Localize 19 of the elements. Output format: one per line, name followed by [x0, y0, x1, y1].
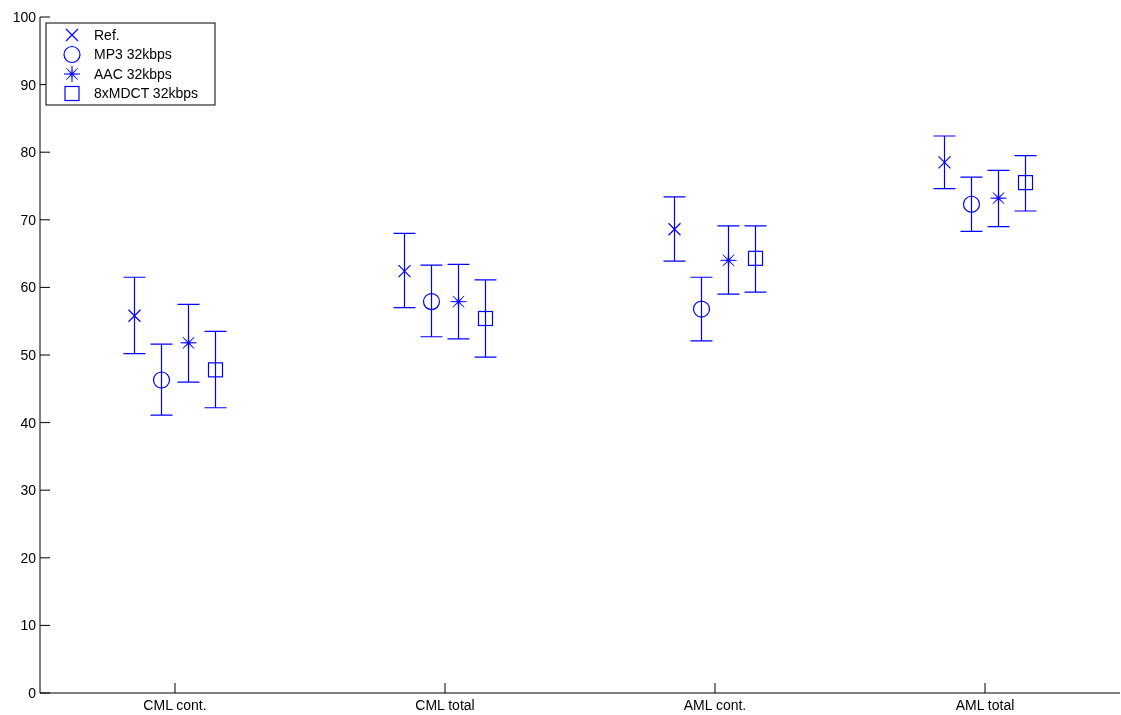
y-tick-label: 50 [20, 346, 37, 363]
legend-label: AAC 32kbps [94, 65, 172, 82]
y-tick-label: 90 [20, 76, 37, 93]
x-tick-label: AML cont. [683, 697, 747, 713]
y-tick-label: 70 [20, 211, 37, 228]
y-tick-label: 60 [20, 279, 37, 296]
y-tick-label: 20 [20, 549, 37, 566]
y-tick-label: 40 [20, 414, 37, 431]
y-tick-label: 0 [28, 684, 37, 701]
x-tick-label: CML cont. [143, 697, 207, 713]
y-tick-label: 30 [20, 482, 37, 499]
y-tick-label: 10 [20, 617, 37, 634]
y-tick-label: 100 [12, 8, 37, 25]
y-tick-label: 80 [20, 144, 37, 161]
x-tick-label: CML total [415, 697, 475, 713]
legend-label: MP3 32kbps [94, 46, 172, 63]
x-tick-label: AML total [955, 697, 1015, 713]
legend-label: Ref. [94, 26, 120, 43]
legend-label: 8xMDCT 32kbps [94, 85, 199, 102]
